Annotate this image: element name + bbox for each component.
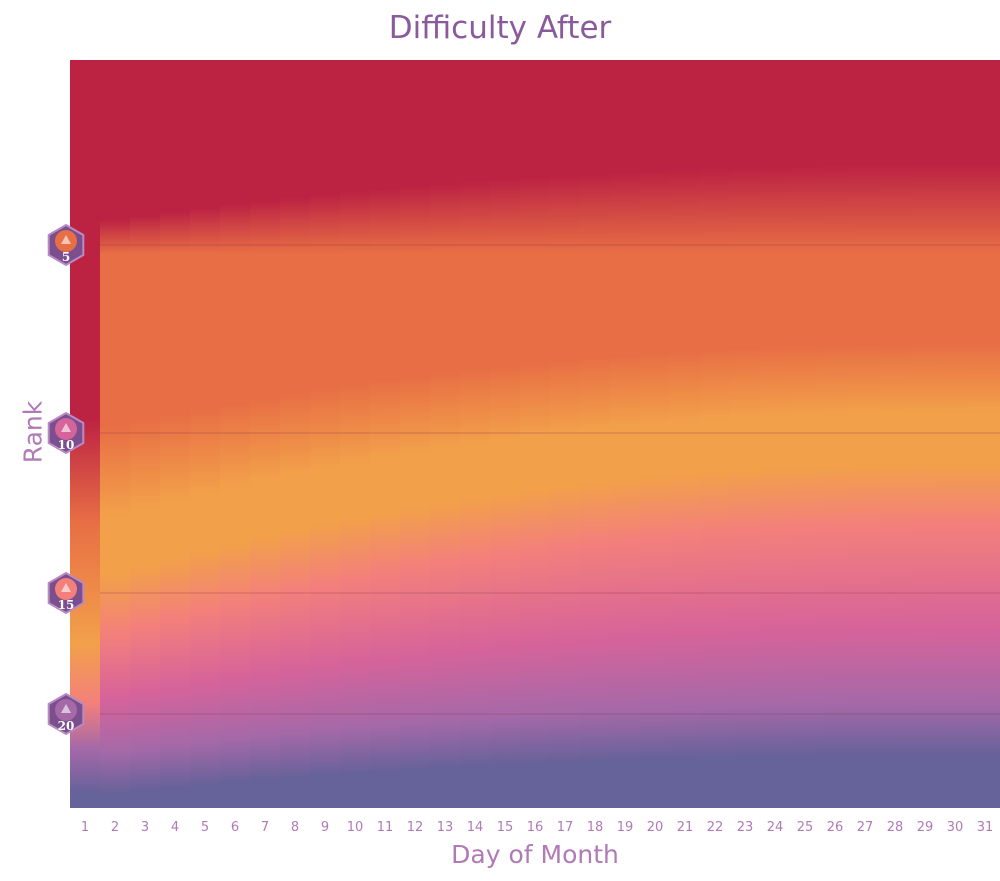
x-tick-label: 3 [141,820,149,835]
heatmap-column-day-22 [700,60,731,808]
x-tick-label: 13 [437,820,454,835]
x-tick-label: 20 [647,820,664,835]
x-tick-label: 26 [827,820,844,835]
heatmap-column-day-21 [670,60,701,808]
heatmap-column-day-15 [490,60,521,808]
rank-number: 5 [62,250,70,264]
heatmap-column-day-28 [880,60,911,808]
x-tick-label: 31 [977,820,994,835]
heatmap-column-day-9 [310,60,341,808]
chart-title: Difficulty After [388,10,612,46]
x-tick-label: 12 [407,820,424,835]
x-tick-label: 2 [111,820,119,835]
x-tick-label: 4 [171,820,179,835]
x-tick-label: 21 [677,820,694,835]
heatmap-column-day-7 [250,60,281,808]
heatmap-column-day-6 [220,60,251,808]
x-tick-label: 10 [347,820,364,835]
rank-badge-10: 10 [47,411,85,455]
heatmap-column-day-4 [160,60,191,808]
x-tick-label: 28 [887,820,904,835]
rank-emblem-icon [61,583,71,592]
heatmap-column-day-29 [910,60,941,808]
heatmap-column-day-31 [970,60,1000,808]
heatmap-column-day-11 [370,60,401,808]
x-tick-label: 23 [737,820,754,835]
heatmap-column-day-2 [100,60,131,808]
rank-badge-20: 20 [47,692,85,736]
x-tick-label: 18 [587,820,604,835]
heatmap-column-day-25 [790,60,821,808]
heatmap-column-day-3 [130,60,161,808]
x-tick-label: 11 [377,820,394,835]
rank-emblem-icon [61,235,71,244]
x-axis-ticks: 1 2 3 4 5 6 7 8 9 10 11 12 13 14 15 16 17 18 19 20 21 22 23 24 2… [81,820,993,835]
x-tick-label: 15 [497,820,514,835]
x-tick-label: 8 [291,820,299,835]
rank-number: 10 [58,438,75,452]
heatmap-column-day-10 [340,60,371,808]
rank-badge-15: 15 [47,571,85,615]
heatmap-column-day-14 [460,60,491,808]
heatmap-column-day-13 [430,60,461,808]
heatmap-column-day-12 [400,60,431,808]
x-tick-label: 30 [947,820,964,835]
heatmap-column-day-20 [640,60,671,808]
x-axis-label: Day of Month [451,840,619,869]
x-tick-label: 16 [527,820,544,835]
x-tick-label: 7 [261,820,269,835]
heatmap-column-day-5 [190,60,221,808]
heatmap-column-day-30 [940,60,971,808]
heatmap-column-day-18 [580,60,611,808]
heatmap-column-day-26 [820,60,851,808]
x-tick-label: 22 [707,820,724,835]
rank-number: 15 [58,598,75,612]
rank-number: 20 [58,719,75,733]
heatmap-column-day-24 [760,60,791,808]
rank-emblem-icon [61,704,71,713]
x-tick-label: 27 [857,820,874,835]
x-tick-label: 17 [557,820,574,835]
x-tick-label: 24 [767,820,784,835]
rank-emblem-icon [61,423,71,432]
x-tick-label: 6 [231,820,239,835]
x-tick-label: 19 [617,820,634,835]
heatmap-column-day-16 [520,60,551,808]
heatmap-area [70,60,1000,808]
rank-badge-5: 5 [47,223,85,267]
x-tick-label: 25 [797,820,814,835]
heatmap-column-day-27 [850,60,881,808]
heatmap-column-day-17 [550,60,581,808]
x-tick-label: 5 [201,820,209,835]
x-tick-label: 9 [321,820,329,835]
heatmap-column-day-23 [730,60,761,808]
x-tick-label: 29 [917,820,934,835]
x-tick-label: 1 [81,820,89,835]
rank-badges: 5 10 15 20 [47,223,85,736]
x-tick-label: 14 [467,820,484,835]
heatmap-column-day-19 [610,60,641,808]
heatmap-column-day-8 [280,60,311,808]
